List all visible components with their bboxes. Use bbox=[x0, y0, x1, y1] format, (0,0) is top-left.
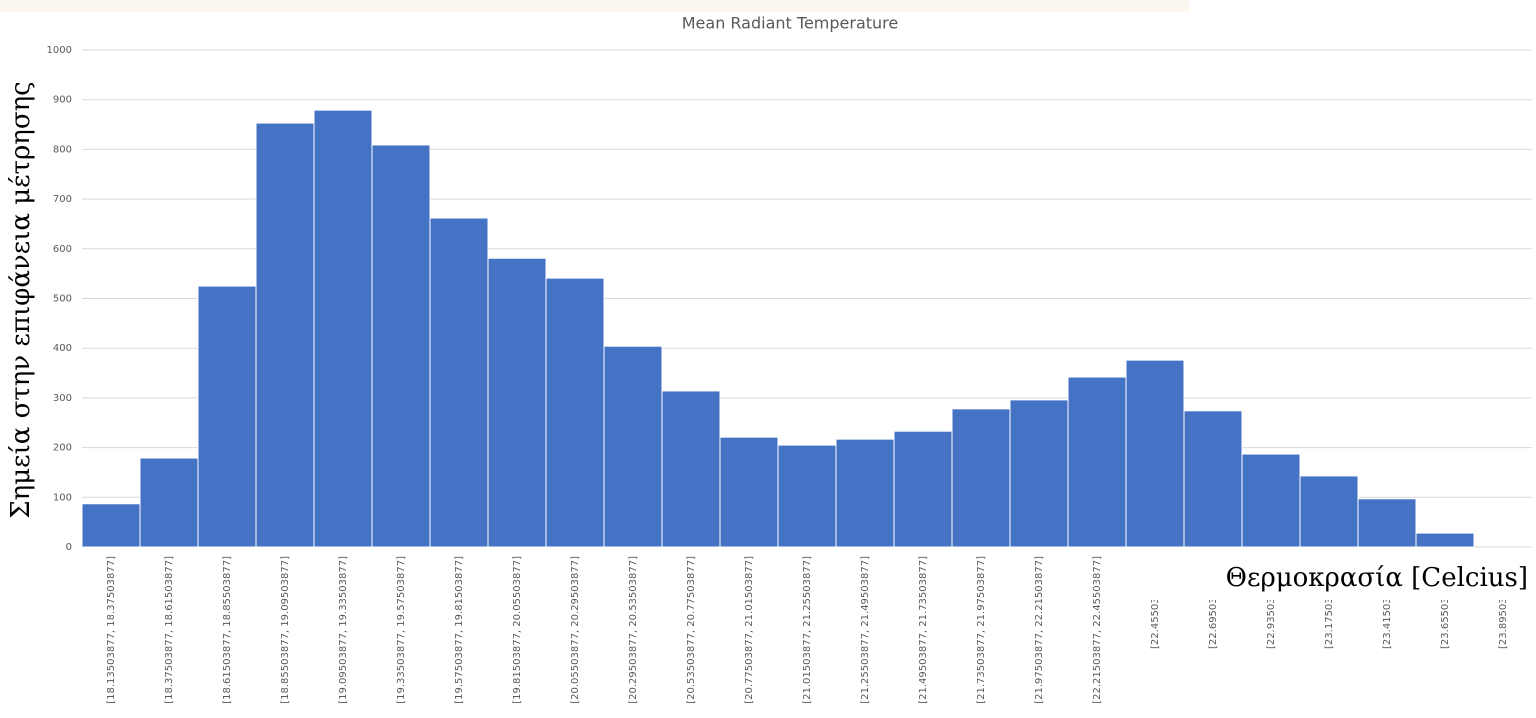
x-tick-label: [23.89503877, 24. bbox=[1498, 556, 1509, 649]
x-label-backdrop bbox=[1150, 556, 1536, 600]
bar bbox=[1183, 410, 1243, 548]
bar bbox=[81, 503, 141, 548]
bar bbox=[371, 144, 431, 548]
x-tick-label: [18.61503877, 18.85503877] bbox=[222, 556, 233, 704]
x-tick-label: [19.81503877, 20.05503877] bbox=[512, 556, 523, 704]
chart-title: Mean Radiant Temperature bbox=[682, 14, 899, 33]
x-tick-label: [19.09503877, 19.33503877] bbox=[338, 556, 349, 704]
x-tick-label: [21.49503877, 21.73503877] bbox=[918, 556, 929, 704]
x-tick-label: [22.21503877, 22.45503877] bbox=[1092, 556, 1103, 704]
x-tick-label: [22.69503877, 22. bbox=[1208, 556, 1219, 649]
bar bbox=[1241, 453, 1301, 548]
y-tick-label: 100 bbox=[53, 492, 72, 503]
bar bbox=[487, 257, 547, 548]
bar bbox=[603, 345, 663, 548]
x-tick-label: [21.73503877, 21.97503877] bbox=[976, 556, 987, 704]
x-tick-label: [21.97503877, 22.21503877] bbox=[1034, 556, 1045, 704]
y-tick-label: 200 bbox=[53, 443, 72, 454]
bar bbox=[139, 457, 199, 548]
x-tick-label: [18.85503877, 19.09503877] bbox=[280, 556, 291, 704]
y-axis-label: Σημεία στην επιφάνεια μέτρησης bbox=[6, 81, 36, 518]
bar bbox=[1415, 532, 1475, 548]
y-tick-label: 800 bbox=[53, 144, 72, 155]
bar bbox=[313, 109, 373, 548]
y-tick-label: 900 bbox=[53, 95, 72, 106]
x-tick-label: [18.13503877, 18.37503877] bbox=[106, 556, 117, 704]
x-tick-label: [19.33503877, 19.57503877] bbox=[396, 556, 407, 704]
bar bbox=[1067, 376, 1127, 548]
x-tick-label: [23.41503877, 23. bbox=[1382, 556, 1393, 649]
y-tick-label: 600 bbox=[53, 244, 72, 255]
x-axis-label: Θερμοκρασία [Celcius] bbox=[1226, 563, 1528, 593]
x-tick-label: [20.77503877, 21.01503877] bbox=[744, 556, 755, 704]
background-strip bbox=[0, 0, 1190, 12]
bar bbox=[255, 122, 315, 548]
x-tick-label: [20.29503877, 20.53503877] bbox=[628, 556, 639, 704]
bar bbox=[197, 285, 257, 548]
bar bbox=[719, 436, 779, 548]
bar bbox=[545, 277, 605, 548]
x-tick-label: [22.45503877, 22. bbox=[1150, 556, 1161, 649]
y-tick-label: 700 bbox=[53, 194, 72, 205]
x-tick-label: [21.25503877, 21.49503877] bbox=[860, 556, 871, 704]
x-tick-label: [20.05503877, 20.29503877] bbox=[570, 556, 581, 704]
x-tick-label: [18.37503877, 18.61503877] bbox=[164, 556, 175, 704]
x-tick-label: [22.93503877, 23. bbox=[1266, 556, 1277, 649]
bar bbox=[777, 444, 837, 548]
x-tick-label: [19.57503877, 19.81503877] bbox=[454, 556, 465, 704]
x-tick-label: [23.17503877, 23. bbox=[1324, 556, 1335, 649]
bar bbox=[661, 390, 721, 548]
y-tick-label: 1000 bbox=[47, 45, 72, 56]
y-tick-label: 500 bbox=[53, 294, 72, 305]
bar bbox=[951, 408, 1011, 548]
x-tick-label: [20.53503877, 20.77503877] bbox=[686, 556, 697, 704]
bar bbox=[893, 430, 953, 548]
bar bbox=[1009, 399, 1069, 548]
x-tick-label: [23.65503877, 23. bbox=[1440, 556, 1451, 649]
bar bbox=[835, 438, 895, 548]
bar bbox=[1357, 498, 1417, 548]
y-tick-label: 0 bbox=[66, 542, 72, 553]
bar bbox=[1125, 359, 1185, 548]
y-tick-label: 300 bbox=[53, 393, 72, 404]
bar bbox=[1299, 475, 1359, 548]
x-tick-label: [21.01503877, 21.25503877] bbox=[802, 556, 813, 704]
y-tick-label: 400 bbox=[53, 343, 72, 354]
bar bbox=[429, 217, 489, 548]
